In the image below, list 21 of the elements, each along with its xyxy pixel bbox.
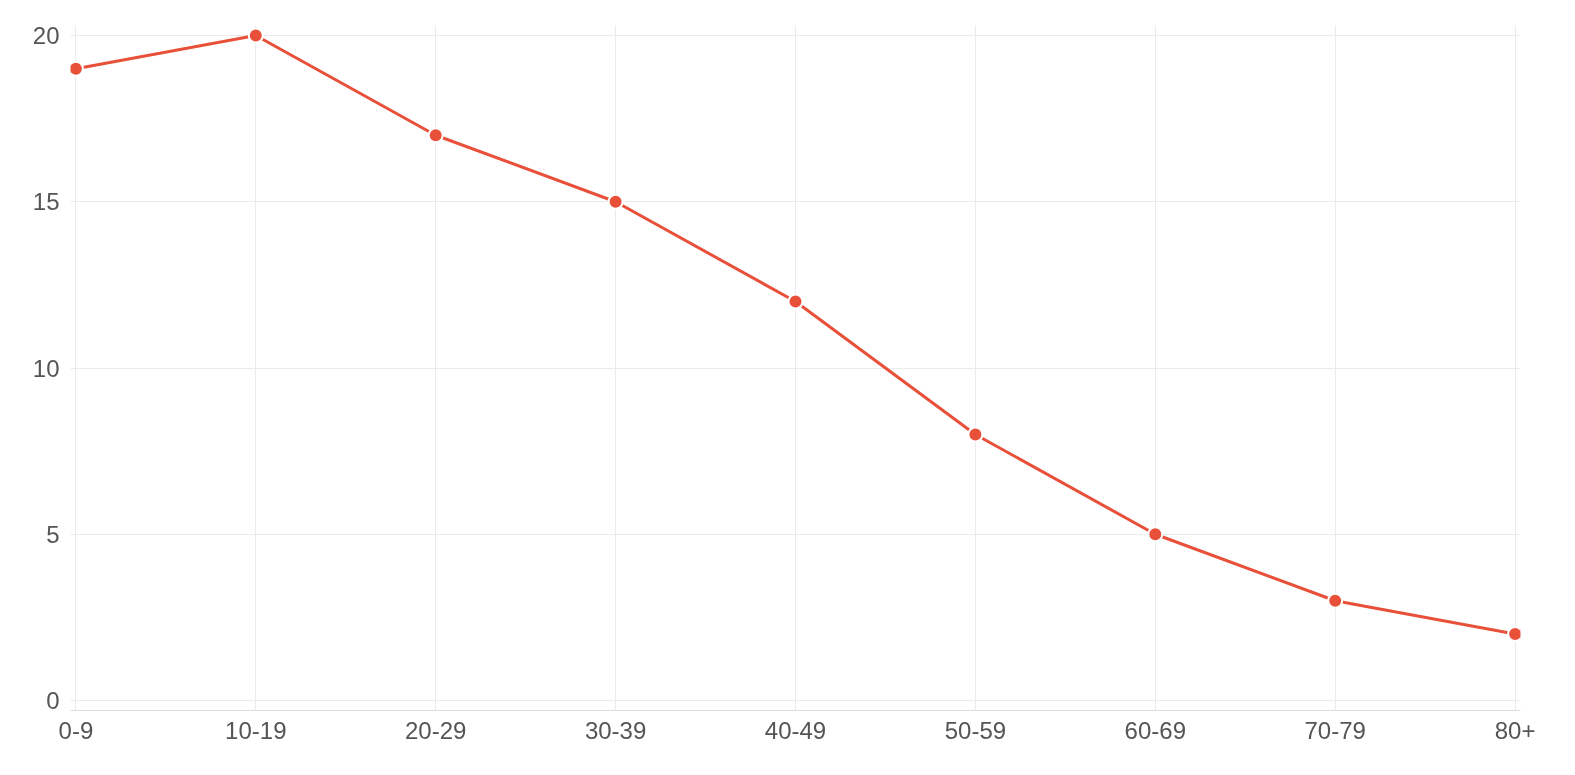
x-tick-label: 50-59 <box>944 716 1007 744</box>
y-tick-label: 5 <box>46 520 60 548</box>
point <box>247 27 264 44</box>
x-tick-label: 80+ <box>1494 716 1536 744</box>
x-tick-label: 10-19 <box>225 716 287 744</box>
y-tick-label: 0 <box>46 687 60 715</box>
x-tick-label: 60-69 <box>1124 716 1186 744</box>
x-tick-label: 40-49 <box>764 716 827 744</box>
x-tick-label: 70-79 <box>1304 716 1366 744</box>
point <box>427 127 444 144</box>
point <box>1147 526 1164 543</box>
y-tick-label: 15 <box>32 188 60 216</box>
point <box>607 193 624 210</box>
point <box>1327 592 1344 609</box>
y-tick-label: 20 <box>32 21 60 49</box>
point <box>967 426 984 443</box>
x-tick-label: 20-29 <box>405 716 467 744</box>
point <box>787 293 804 310</box>
x-tick-label: 30-39 <box>584 716 647 744</box>
y-tick-label: 10 <box>32 354 60 382</box>
x-tick-label: 0-9 <box>58 716 94 744</box>
